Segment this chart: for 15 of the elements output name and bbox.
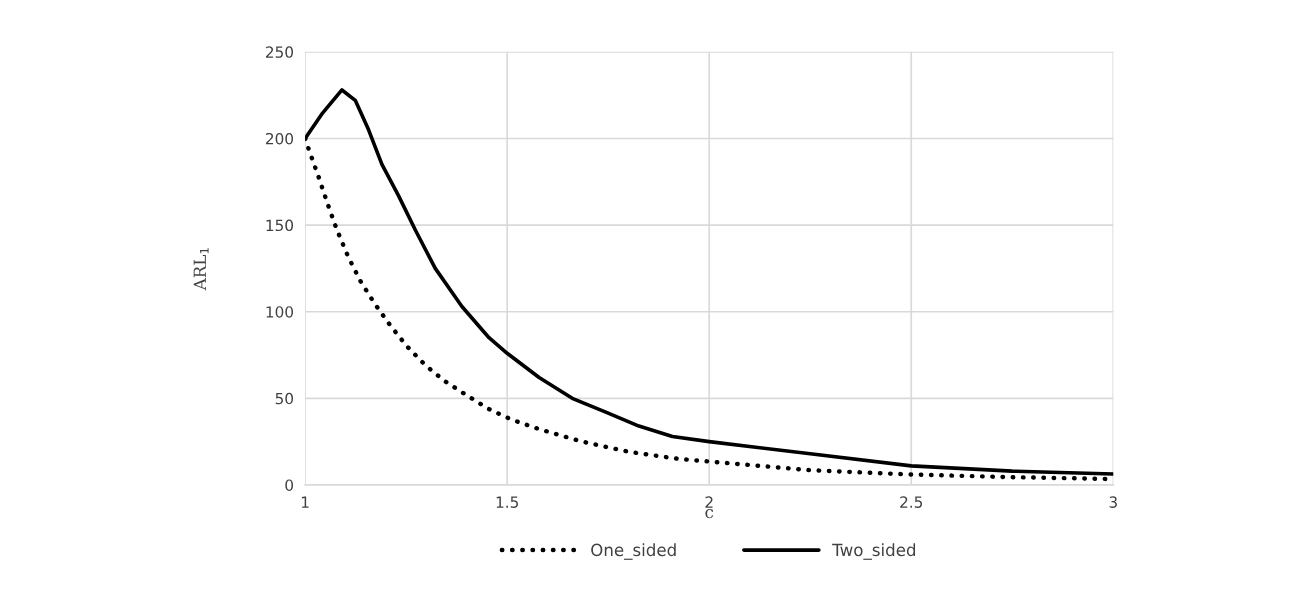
- y-axis-title: ARL$_{1}$: [193, 248, 209, 291]
- legend-label: Two_sided: [832, 543, 916, 560]
- x-tick-label: 2: [705, 496, 713, 508]
- y-tick-label: 250: [265, 46, 294, 58]
- x-axis-title: c: [705, 509, 714, 519]
- legend-label: One_sided: [591, 543, 676, 560]
- y-tick-label: 100: [266, 306, 294, 318]
- y-tick-label: 0: [285, 479, 294, 491]
- y-tick-label: 200: [265, 132, 294, 145]
- y-tick-label: 50: [275, 392, 294, 405]
- x-tick-label: 1: [301, 496, 309, 508]
- x-tick-label: 3: [1109, 496, 1117, 508]
- x-tick-label: 2.5: [900, 496, 923, 508]
- y-tick-label: 150: [266, 219, 294, 232]
- x-tick-label: 1.5: [496, 496, 518, 508]
